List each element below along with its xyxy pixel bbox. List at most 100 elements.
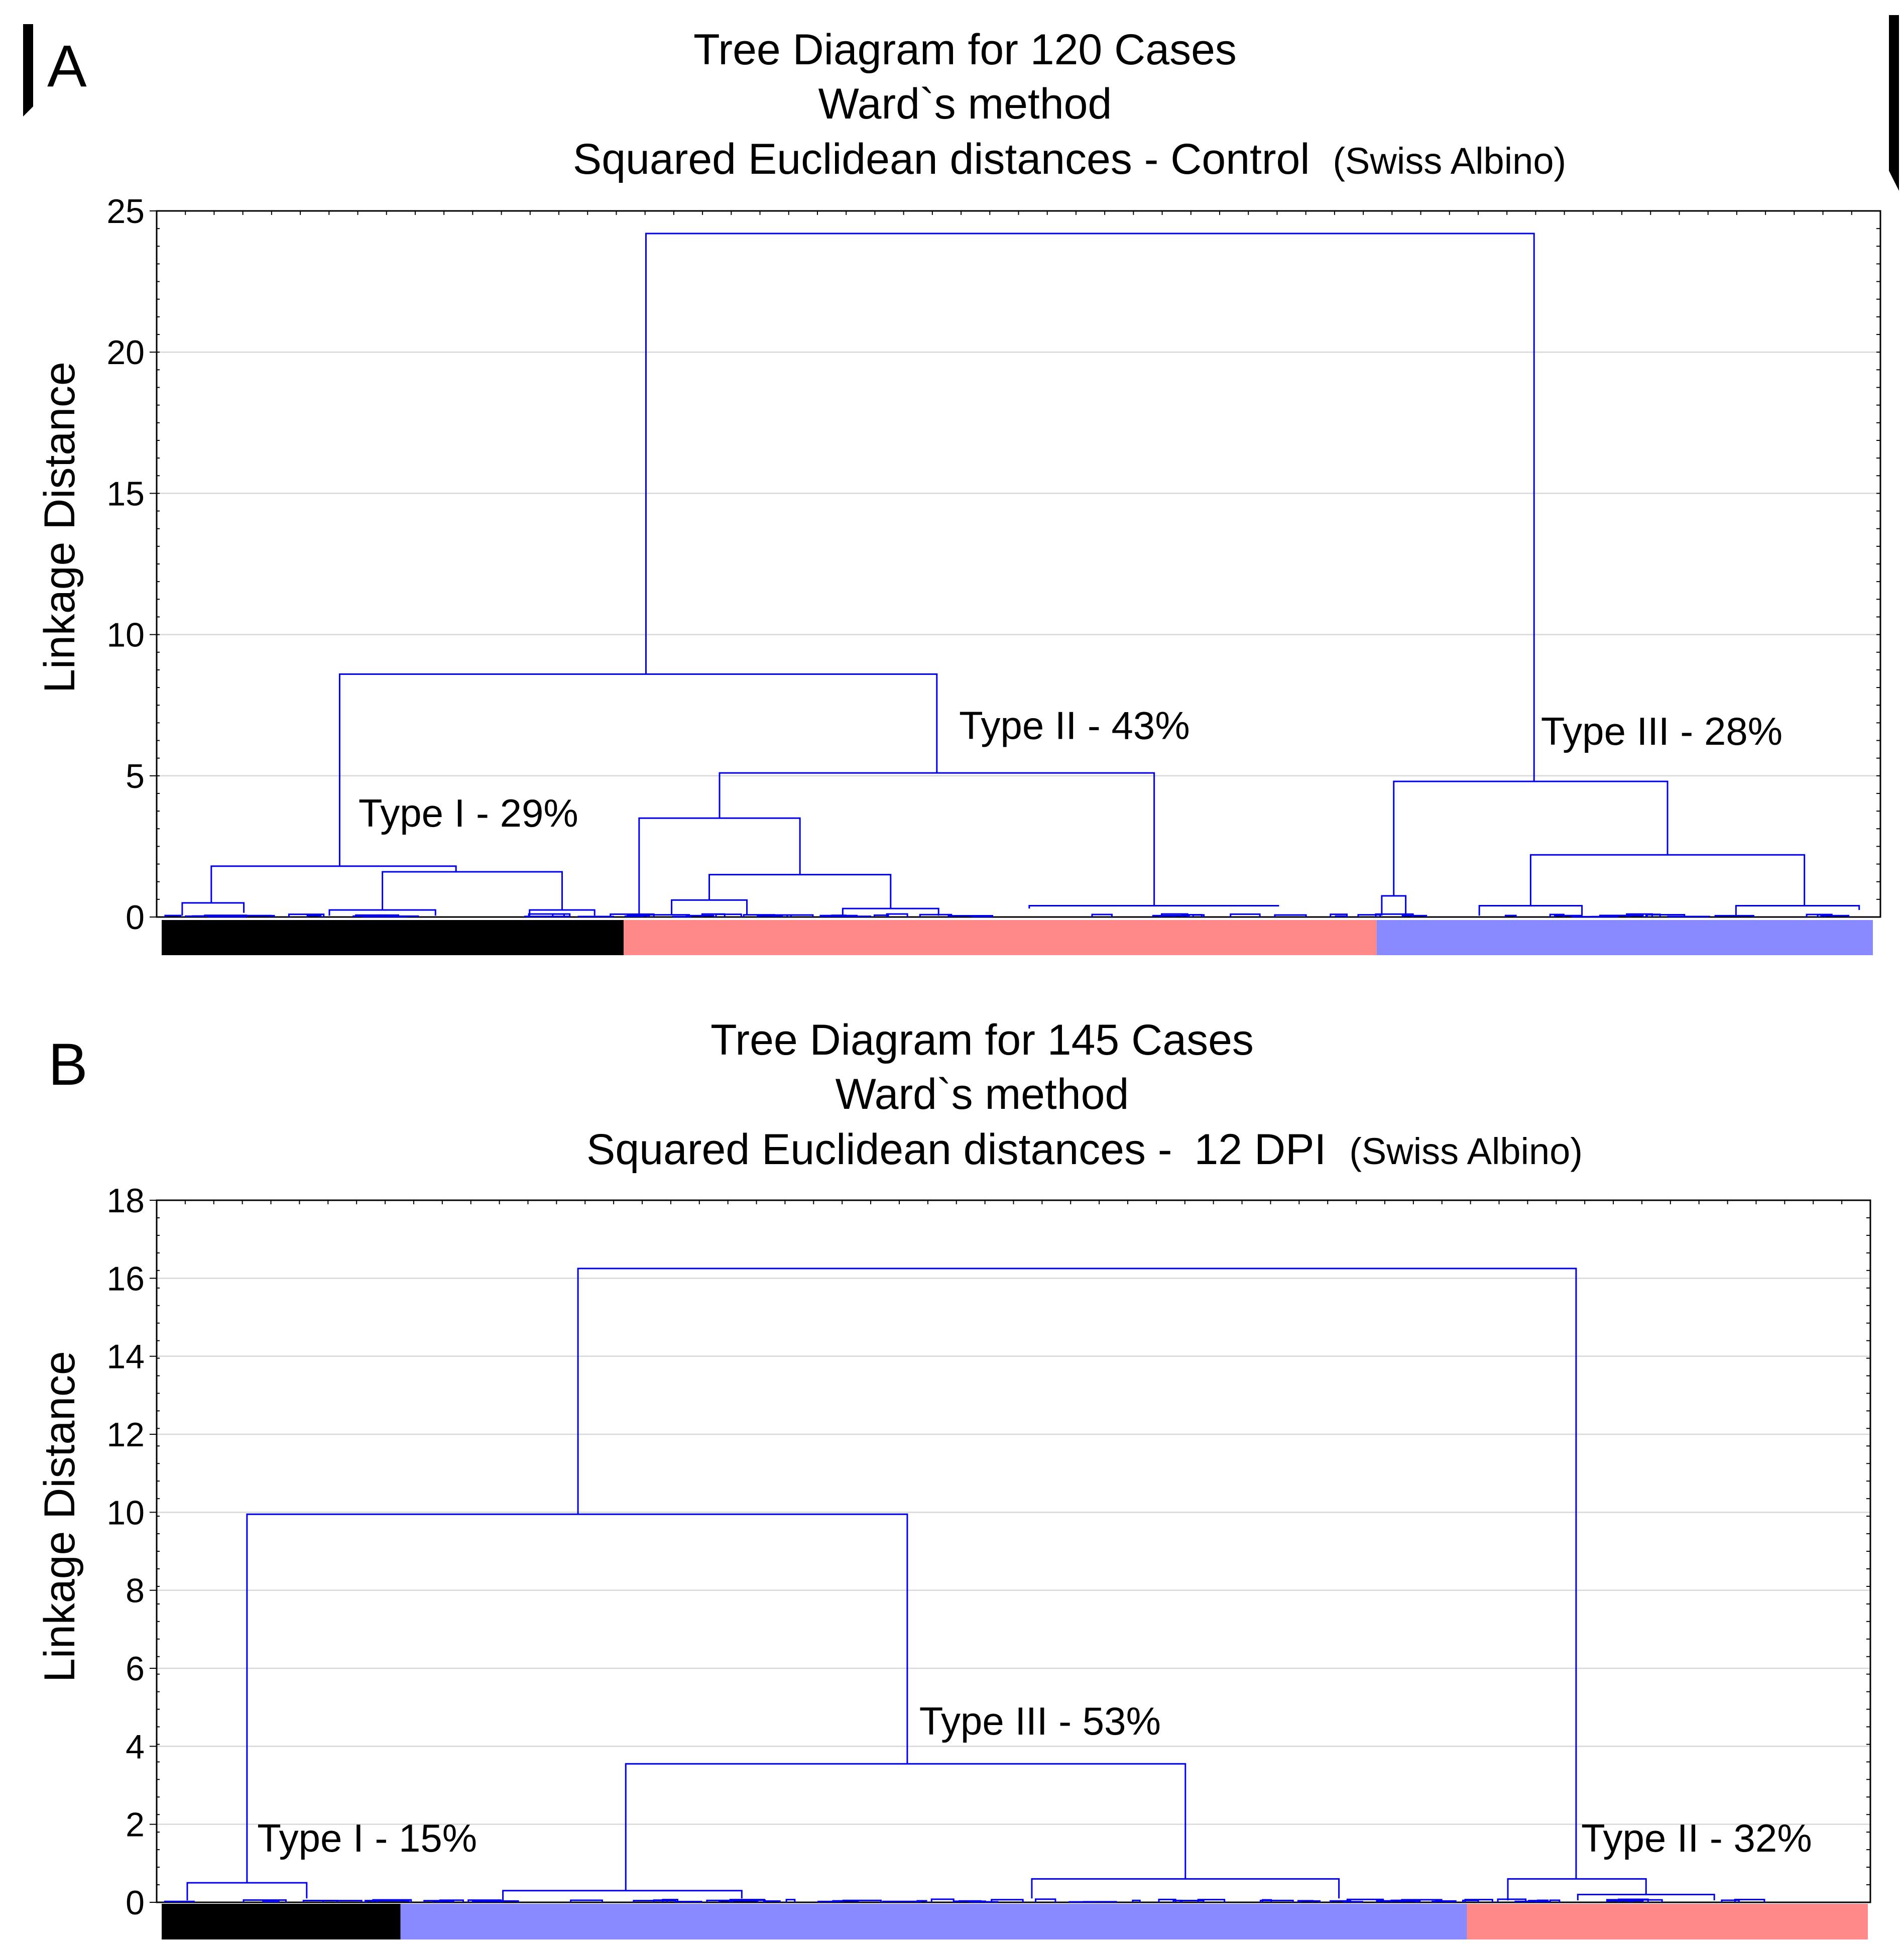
- leaf-link: [786, 914, 814, 917]
- leaf-link: [1514, 1900, 1551, 1902]
- dendrogram-link: [625, 1763, 1186, 1891]
- leaf-link: [1300, 1900, 1321, 1902]
- y-tick-label: 18: [106, 1182, 145, 1220]
- leaf-link: [366, 1900, 410, 1902]
- leaf-link: [1259, 1899, 1294, 1902]
- leaf-link: [930, 1898, 955, 1902]
- leaf-link: [718, 1900, 759, 1902]
- dendrogram-link: [382, 871, 563, 910]
- y-tick-label: 5: [126, 757, 145, 795]
- leaf-link: [528, 913, 571, 917]
- leaf-link: [467, 1899, 502, 1902]
- leaf-link: [1820, 914, 1850, 917]
- annotation-type-ii: Type II - 43%: [959, 704, 1190, 748]
- y-tick-label: 15: [106, 475, 145, 513]
- dendrogram-link: [1478, 905, 1583, 916]
- dendrogram-link: [842, 907, 939, 916]
- leaf-link: [715, 913, 742, 917]
- leaf-link: [1152, 914, 1190, 917]
- dendrogram-link: [1577, 1893, 1715, 1901]
- y-tick-label: 2: [126, 1806, 145, 1844]
- leaf-link: [819, 914, 858, 917]
- leaf-link: [1432, 1900, 1456, 1902]
- annotation-type-i: Type I - 29%: [359, 791, 578, 835]
- y-tick-label: 4: [126, 1728, 145, 1766]
- leaf-link: [322, 1900, 363, 1902]
- chart-b-y-ticks: 0 2 4 6 8 10 12 14 16 18: [106, 1182, 157, 1922]
- chart-a-annotations: Type I - 29% Type II - 43% Type III - 28…: [359, 704, 1782, 835]
- leaf-link: [820, 915, 837, 917]
- chart-b-annotations: Type I - 15% Type III - 53% Type II - 32…: [257, 1699, 1812, 1860]
- leaf-link: [1034, 1898, 1056, 1902]
- leaf-link: [1330, 913, 1348, 917]
- dendrogram-link: [338, 673, 938, 866]
- y-tick-label: 10: [106, 1494, 145, 1532]
- chart-b-subtitle-main: Squared Euclidean distances -: [586, 1125, 1172, 1174]
- dendrogram-link: [671, 899, 748, 914]
- leaf-link: [1179, 1899, 1205, 1902]
- chart-b-cluster-bar: [162, 1904, 1868, 1939]
- annotation-type-i: Type I - 15%: [257, 1816, 477, 1860]
- dendrogram-link: [1735, 905, 1860, 916]
- leaf-link: [164, 1900, 195, 1902]
- y-tick-label: 20: [106, 333, 145, 372]
- leaf-link: [1172, 1899, 1183, 1902]
- y-tick-label: 0: [126, 1884, 145, 1922]
- cluster-bar-segment: [162, 1904, 401, 1939]
- dendrogram-link: [502, 1890, 743, 1901]
- dendrogram-link: [246, 1513, 908, 1883]
- leaf-link: [1721, 1899, 1740, 1902]
- annotation-type-iii: Type III - 53%: [919, 1699, 1161, 1743]
- leaf-link: [1192, 914, 1205, 917]
- dendrogram-link: [328, 909, 436, 916]
- leaf-link: [1462, 1899, 1479, 1902]
- leaf-link: [306, 914, 322, 917]
- dendrogram-link: [1031, 1878, 1340, 1899]
- leaf-link: [1335, 915, 1347, 917]
- dendrogram-link: [1393, 780, 1669, 896]
- dendrogram-link: [719, 772, 1155, 906]
- leaf-link: [1464, 1899, 1493, 1902]
- chart-b-dendrogram: [164, 1268, 1765, 1903]
- dendrogram-link: [210, 865, 457, 903]
- cluster-bar-segment: [1467, 1904, 1868, 1939]
- leaf-link: [302, 1900, 338, 1902]
- leaf-link: [947, 915, 993, 917]
- dendrogram-link: [1529, 854, 1806, 906]
- leaf-link: [1714, 914, 1754, 917]
- y-tick-label: 25: [106, 192, 145, 231]
- dendrogram-link: [181, 902, 245, 916]
- leaf-link: [1357, 914, 1381, 917]
- leaf-link: [1549, 913, 1565, 917]
- y-tick-label: 10: [106, 616, 145, 654]
- dendrogram-link: [708, 874, 892, 909]
- leaf-link: [570, 1899, 603, 1902]
- leaf-link: [1504, 914, 1517, 917]
- annotation-type-iii: Type III - 28%: [1541, 709, 1782, 753]
- chart-b-subtitle-timepoint: 12 DPI: [1194, 1125, 1326, 1174]
- y-tick-label: 12: [106, 1416, 145, 1454]
- chart-b-subtitle: Squared Euclidean distances - 12 DPI (Sw…: [586, 1125, 1583, 1174]
- chart-a-subtitle-main: Squared Euclidean distances - Control: [573, 135, 1310, 183]
- leaf-link: [842, 1899, 882, 1902]
- chart-b-subtitle-strain: (Swiss Albino): [1349, 1130, 1583, 1172]
- leaf-link: [378, 914, 398, 917]
- leaf-link: [388, 915, 419, 917]
- cluster-bar-segment: [624, 920, 1377, 955]
- dendrogram-link: [1028, 905, 1279, 909]
- dendrogram-link: [577, 1268, 1577, 1879]
- dendrogram-link: [186, 1882, 308, 1901]
- leaf-link: [288, 913, 325, 917]
- y-tick-label: 8: [126, 1572, 145, 1610]
- y-tick-label: 0: [126, 898, 145, 937]
- leaf-link: [1181, 914, 1203, 917]
- chart-b-ylabel: Linkage Distance: [36, 1351, 84, 1682]
- chart-a-cluster-bar: [162, 920, 1873, 955]
- chart-a-ylabel: Linkage Distance: [36, 362, 84, 693]
- leaf-link: [701, 913, 726, 917]
- leaf-link: [1549, 1899, 1561, 1902]
- leaf-link: [763, 1900, 781, 1902]
- leaf-link: [243, 1899, 287, 1902]
- leaf-link: [1606, 1900, 1644, 1902]
